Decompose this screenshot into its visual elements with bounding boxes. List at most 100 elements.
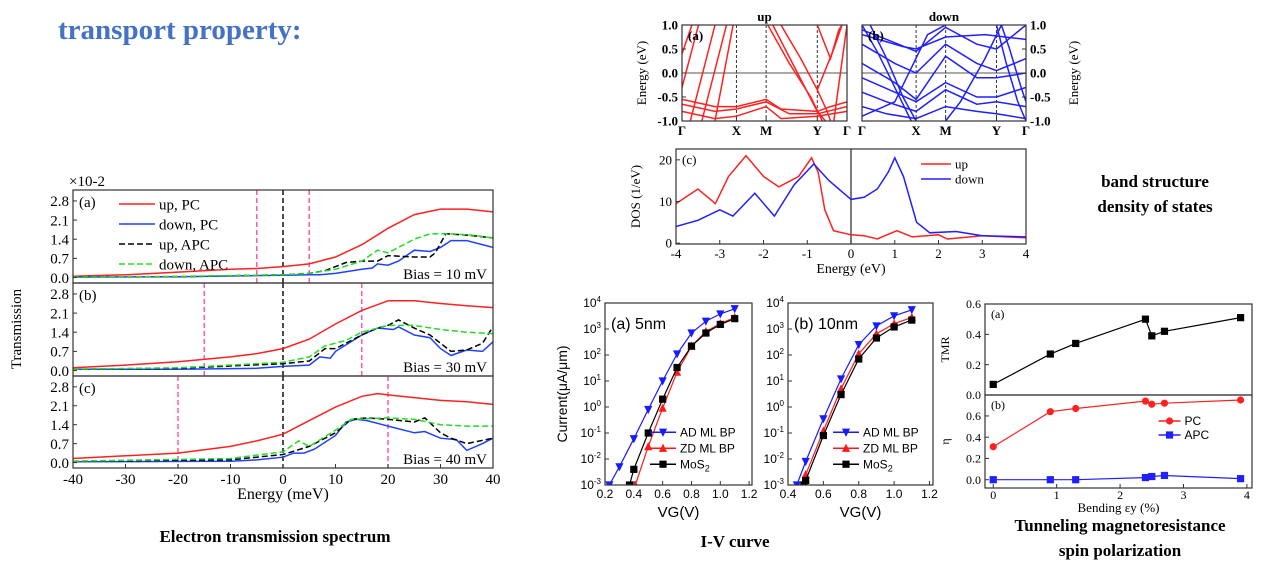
legend-marker — [659, 460, 667, 468]
plot-area — [792, 306, 916, 485]
data-point — [1236, 475, 1245, 483]
chart-transmission-b: 0.0 0.7 1.4 2.1 2.8 (b) Bias = 30 mV Transmissi… — [9, 282, 494, 380]
caption-band-structure: band structure — [1101, 172, 1209, 191]
panel-label: (a) — [688, 28, 703, 43]
x-tick-label: Γ — [678, 123, 686, 138]
data-point — [672, 367, 682, 376]
x-tick-label: -2 — [758, 246, 769, 261]
y-tick-label: 0.5 — [1030, 42, 1047, 57]
data-point — [1236, 396, 1245, 404]
y-tick-label: 101 — [766, 373, 784, 388]
y-tick-label: -1.0 — [1030, 114, 1051, 129]
legend-label: up — [955, 157, 968, 172]
series-line-down-apc — [73, 233, 493, 278]
x-tick-label: 30 — [433, 472, 448, 488]
x-tick-label: 10 — [328, 472, 343, 488]
slide-title: transport property: — [58, 14, 302, 46]
y-tick-label: 2.1 — [50, 306, 69, 322]
x-tick-label: Y — [813, 123, 823, 138]
x-tick-label: -40 — [63, 472, 83, 488]
data-point — [1141, 315, 1150, 323]
axes-frame — [787, 302, 934, 486]
legend-label: APC — [1185, 428, 1210, 442]
y-tick-label: 2.1 — [50, 399, 69, 415]
data-point — [731, 315, 739, 323]
series-line-ad-ml-bp — [796, 309, 912, 485]
series-line-band-4 — [862, 88, 1026, 113]
y-tick-label: 100 — [766, 399, 784, 414]
plot-area — [73, 283, 493, 376]
y-axis-label: Current(μA/μm) — [554, 345, 570, 442]
legend-label: down — [955, 172, 984, 187]
panel-label: (b) — [991, 398, 1005, 412]
series-line-band-12 — [862, 33, 1026, 50]
series-line-up-pc — [73, 208, 493, 277]
y-tick-label: 10 — [659, 194, 672, 209]
series-line-up-pc — [73, 300, 493, 369]
legend-label: ZD ML BP — [680, 441, 735, 455]
data-point — [716, 320, 724, 329]
series-line-band-0 — [992, 317, 1241, 385]
x-tick-label: Γ — [858, 123, 866, 138]
panel-label: (b) 10nm — [794, 316, 858, 333]
axes-frame — [604, 302, 753, 486]
legend-marker — [1165, 417, 1174, 425]
chart-bands-up: -1.0 -0.5 0.0 0.5 1.0 Γ X M Y Γ (a) up Energy (eV) — [634, 9, 851, 138]
data-point — [890, 323, 898, 331]
data-point — [1046, 350, 1054, 358]
series-line-band-5 — [682, 98, 847, 113]
series-line-band-1 — [682, 25, 700, 88]
x-tick-label: Γ — [843, 123, 851, 138]
x-tick-label: 0.8 — [850, 487, 867, 501]
caption-dos: density of states — [1097, 197, 1213, 216]
legend-marker — [841, 428, 851, 437]
y-tick-label: 0.4 — [966, 430, 981, 444]
x-tick-label: 40 — [486, 472, 501, 488]
y-tick-label: 20 — [659, 152, 672, 167]
data-point — [1236, 314, 1245, 322]
data-point — [819, 431, 827, 440]
data-point — [702, 329, 710, 337]
y-tick-label: 2.8 — [50, 380, 69, 396]
chart-tmr: 0.0 0.2 0.4 0.6 (a) TMR — [938, 297, 1253, 402]
series-line-band-13 — [833, 25, 847, 121]
plot-area — [73, 376, 493, 468]
series-line-band-6 — [682, 101, 847, 115]
y-tick-label: 2.1 — [50, 213, 69, 229]
y-tick-label: 0.0 — [662, 66, 678, 81]
x-tick-label: 1.0 — [712, 487, 729, 501]
legend-marker — [1165, 431, 1174, 439]
data-point — [630, 465, 638, 473]
data-point — [615, 463, 624, 472]
series-line-ad-ml-bp — [608, 308, 735, 485]
legend-label: PC — [1185, 414, 1202, 428]
series-line-band-6 — [862, 25, 912, 121]
x-tick-label: Y — [992, 123, 1002, 138]
y-tick-label: 102 — [583, 347, 601, 362]
data-point — [1148, 332, 1156, 340]
bias-annotation: Bias = 40 mV — [403, 452, 487, 468]
panel-label: (c) — [79, 381, 96, 397]
legend-marker — [658, 428, 668, 437]
series-line-apc — [993, 474, 1241, 481]
bias-annotation: Bias = 10 mV — [403, 267, 487, 283]
series-line-band-1 — [862, 43, 1026, 74]
x-tick-label: 1.2 — [921, 487, 938, 501]
series-line-down-apc — [73, 417, 493, 462]
series-line-up-pc — [73, 392, 493, 460]
data-point — [836, 375, 846, 384]
x-tick-label: -4 — [671, 246, 682, 261]
series-line-down-pc — [73, 239, 493, 278]
caption-iv: I-V curve — [700, 532, 770, 551]
caption-transmission: Electron transmission spectrum — [159, 527, 391, 546]
y-tick-label: 0.4 — [966, 328, 981, 342]
y-tick-label: -0.5 — [657, 90, 678, 105]
y-tick-label: 103 — [583, 321, 601, 336]
y-tick-label: 10-2 — [581, 451, 602, 466]
legend-label: down, PC — [159, 217, 218, 233]
y-axis-label: Energy (eV) — [634, 41, 649, 105]
data-point — [889, 312, 899, 321]
plot-area — [605, 305, 739, 485]
